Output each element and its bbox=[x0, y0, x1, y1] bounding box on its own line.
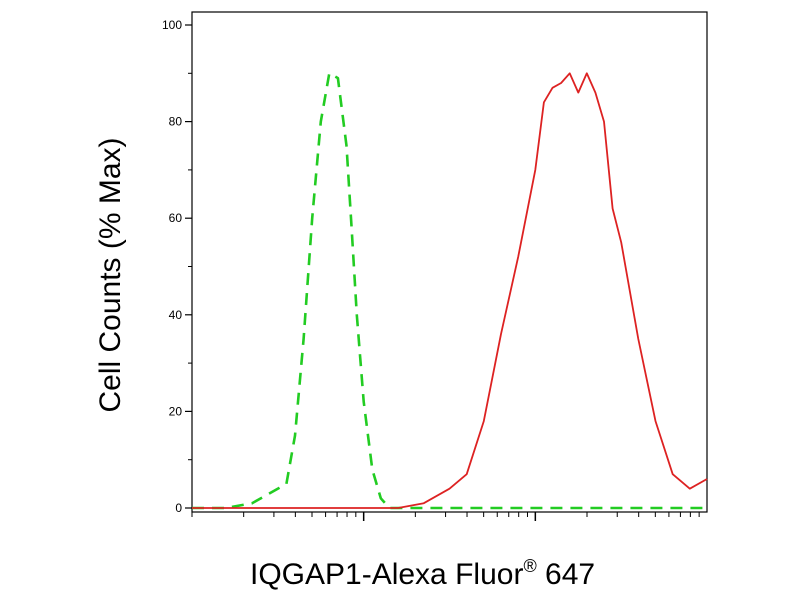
y-tick-label: 100 bbox=[162, 18, 182, 32]
y-axis-label: Cell Counts (% Max) bbox=[94, 137, 127, 412]
series-line-control bbox=[192, 72, 707, 510]
y-tick-label: 0 bbox=[175, 501, 182, 515]
plot-frame bbox=[191, 11, 708, 513]
y-tick-label: 40 bbox=[169, 308, 183, 322]
series-line-sample bbox=[192, 72, 708, 509]
plot-border bbox=[191, 11, 708, 513]
y-tick-label: 80 bbox=[169, 115, 183, 129]
y-tick-label: 60 bbox=[169, 211, 183, 225]
x-axis-ticks bbox=[191, 512, 700, 521]
y-axis-ticks: 0 20 40 60 80 100 bbox=[162, 18, 192, 515]
series-group bbox=[192, 72, 708, 510]
x-axis-label-main: IQGAP1-Alexa Fluor bbox=[250, 558, 524, 591]
registered-mark: ® bbox=[523, 556, 537, 576]
x-axis-label-tail: 647 bbox=[536, 558, 596, 591]
y-tick-label: 20 bbox=[169, 404, 183, 418]
